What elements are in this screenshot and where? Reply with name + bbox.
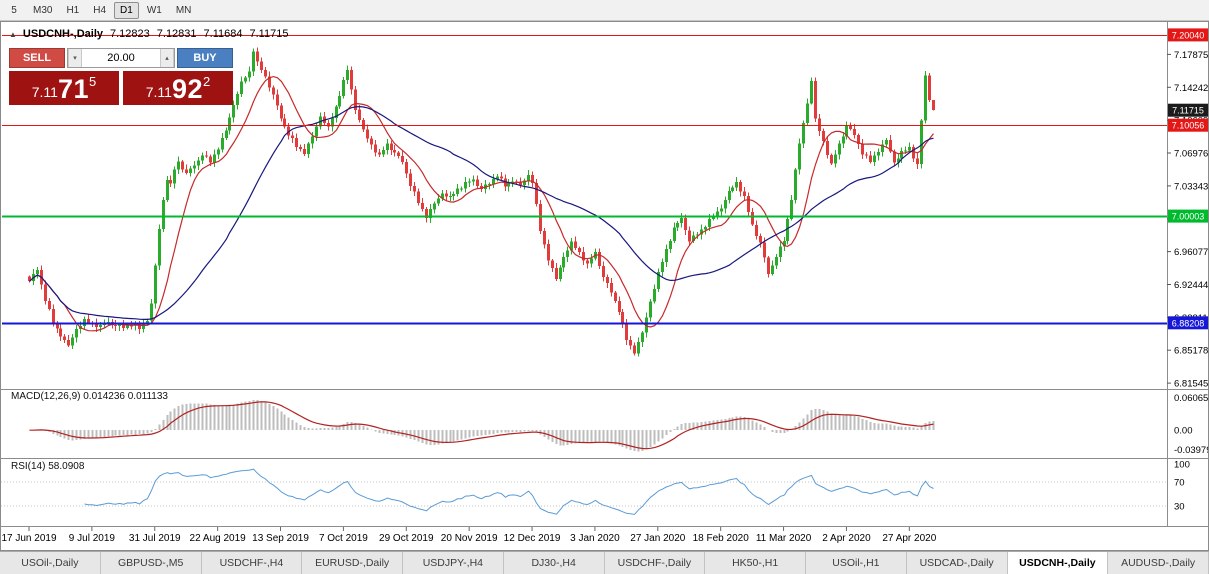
svg-text:18 Feb 2020: 18 Feb 2020 xyxy=(693,533,750,544)
svg-text:13 Sep 2019: 13 Sep 2019 xyxy=(252,533,309,544)
svg-text:6.92444: 6.92444 xyxy=(1174,280,1208,291)
svg-text:0.00: 0.00 xyxy=(1174,426,1193,437)
macd-signal-line xyxy=(29,401,934,450)
timeframe-button-mn[interactable]: MN xyxy=(175,4,192,16)
svg-text:27 Apr 2020: 27 Apr 2020 xyxy=(882,533,936,544)
buy-price-quote: 7.11 92 2 xyxy=(123,71,233,105)
moving-average-34 xyxy=(29,105,934,320)
horizontal-lines[interactable] xyxy=(2,35,1167,325)
hline-price-label: 7.20040 xyxy=(1168,28,1208,42)
svg-text:2 Apr 2020: 2 Apr 2020 xyxy=(822,533,871,544)
chevron-down-icon: ▾ xyxy=(73,55,77,62)
sell-price-pips: 71 xyxy=(57,74,90,104)
price-chart[interactable]: 17 Jun 2019 9 Jul 2019 31 Jul 2019 22 Aug 2… xyxy=(1,22,1208,550)
svg-text:6.81545: 6.81545 xyxy=(1174,379,1208,390)
ohlc-high: 7.12831 xyxy=(156,28,197,40)
tab-usdchf-h4[interactable]: USDCHF-,H4 xyxy=(201,552,303,574)
one-click-collapse-icon[interactable]: ▲ xyxy=(9,29,17,39)
current-price-label: 7.11715 xyxy=(1168,103,1208,117)
tab-usoil-h1[interactable]: USOil-,H1 xyxy=(806,552,907,574)
ohlc-low: 7.11684 xyxy=(203,28,243,40)
rsi-indicator xyxy=(1,468,1167,515)
chevron-up-icon: ▴ xyxy=(165,55,169,62)
svg-text:30: 30 xyxy=(1174,502,1185,513)
tab-gbpusd-m5[interactable]: GBPUSD-,M5 xyxy=(100,552,202,574)
svg-text:20 Nov 2019: 20 Nov 2019 xyxy=(441,533,498,544)
svg-text:6.85178: 6.85178 xyxy=(1174,346,1208,357)
volume-stepper: ▾ ▴ xyxy=(67,48,175,68)
volume-decrease-button[interactable]: ▾ xyxy=(68,49,82,67)
svg-text:7.17875: 7.17875 xyxy=(1174,50,1208,61)
svg-text:7.00003: 7.00003 xyxy=(1172,212,1205,222)
volume-increase-button[interactable]: ▴ xyxy=(160,49,174,67)
tab-usdchf-daily[interactable]: USDCHF-,Daily xyxy=(604,552,706,574)
svg-text:7.11715: 7.11715 xyxy=(1172,106,1204,116)
timeframe-button-m30[interactable]: M30 xyxy=(33,4,53,16)
tab-usdcad-daily[interactable]: USDCAD-,Daily xyxy=(906,552,1008,574)
macd-label: MACD(12,26,9) 0.014236 0.011133 xyxy=(11,391,168,402)
timeframe-button-w1[interactable]: W1 xyxy=(146,4,162,16)
hline-price-label: 6.88208 xyxy=(1168,316,1208,330)
svg-text:-0.039792: -0.039792 xyxy=(1174,445,1208,456)
svg-text:29 Oct 2019: 29 Oct 2019 xyxy=(379,533,434,544)
timeframe-toolbar: 5 M30 H1 H4 D1 W1 MN xyxy=(0,0,1209,21)
sell-price-fraction: 5 xyxy=(89,74,97,89)
buy-price-fraction: 2 xyxy=(203,74,211,89)
svg-text:17 Jun 2019: 17 Jun 2019 xyxy=(1,533,56,544)
tab-usdjpy-h4[interactable]: USDJPY-,H4 xyxy=(403,552,504,574)
svg-text:7.20040: 7.20040 xyxy=(1172,30,1205,40)
volume-input[interactable] xyxy=(82,49,160,67)
tab-audusd-daily[interactable]: AUDUSD-,Daily xyxy=(1108,552,1209,574)
sell-price-main: 7.11 xyxy=(31,84,58,100)
timeframe-button-d1[interactable]: D1 xyxy=(114,1,139,19)
svg-text:11 Mar 2020: 11 Mar 2020 xyxy=(756,533,812,544)
svg-text:6.88208: 6.88208 xyxy=(1172,318,1205,328)
chart-window: 17 Jun 2019 9 Jul 2019 31 Jul 2019 22 Aug 2… xyxy=(0,21,1209,551)
timeframe-button-h4[interactable]: H4 xyxy=(93,4,107,16)
svg-text:100: 100 xyxy=(1174,460,1190,471)
svg-text:0.060654: 0.060654 xyxy=(1174,393,1208,404)
tab-hk50-h1[interactable]: HK50-,H1 xyxy=(705,552,806,574)
tab-eurusd-daily[interactable]: EURUSD-,Daily xyxy=(302,552,403,574)
rsi-line xyxy=(84,468,934,515)
ohlc-open: 7.12823 xyxy=(110,28,150,40)
svg-text:12 Dec 2019: 12 Dec 2019 xyxy=(504,533,561,544)
ohlc-close: 7.11715 xyxy=(249,28,289,40)
tab-dj30-h4[interactable]: DJ30-,H4 xyxy=(503,552,605,574)
svg-text:7.10056: 7.10056 xyxy=(1172,121,1205,131)
svg-text:9 Jul 2019: 9 Jul 2019 xyxy=(69,533,116,544)
buy-button[interactable]: BUY xyxy=(177,48,233,68)
timeframe-button-h1[interactable]: H1 xyxy=(66,4,80,16)
symbol-tabbar: USOil-,Daily GBPUSD-,M5 USDCHF-,H4 EURUSD-,… xyxy=(0,551,1209,574)
svg-text:7.14242: 7.14242 xyxy=(1174,83,1208,94)
date-axis[interactable]: 17 Jun 2019 9 Jul 2019 31 Jul 2019 22 Aug 2… xyxy=(1,527,937,544)
rsi-label: RSI(14) 58.0908 xyxy=(11,461,85,472)
svg-text:22 Aug 2019: 22 Aug 2019 xyxy=(190,533,247,544)
pane-separators[interactable] xyxy=(1,22,1208,527)
hline-price-label: 7.00003 xyxy=(1168,209,1208,223)
svg-text:27 Jan 2020: 27 Jan 2020 xyxy=(630,533,685,544)
tab-usdcnh-daily[interactable]: USDCNH-,Daily xyxy=(1007,552,1109,574)
sell-price-quote: 7.11 71 5 xyxy=(9,71,119,105)
hline-price-label: 7.10056 xyxy=(1168,118,1208,132)
svg-text:7.06976: 7.06976 xyxy=(1174,149,1208,160)
svg-text:70: 70 xyxy=(1174,478,1185,489)
svg-text:6.96077: 6.96077 xyxy=(1174,247,1208,258)
svg-text:7 Oct 2019: 7 Oct 2019 xyxy=(319,533,368,544)
chart-symbol-label: USDCNH-,Daily xyxy=(22,28,103,40)
buy-price-main: 7.11 xyxy=(145,84,172,100)
chart-title: ▲ USDCNH-,Daily 7.12823 7.12831 7.11684 … xyxy=(9,28,288,40)
svg-text:31 Jul 2019: 31 Jul 2019 xyxy=(129,533,181,544)
buy-price-pips: 92 xyxy=(171,74,204,104)
svg-text:3 Jan 2020: 3 Jan 2020 xyxy=(570,533,620,544)
svg-text:7.03343: 7.03343 xyxy=(1174,181,1208,192)
moving-average-10 xyxy=(29,75,934,332)
sell-button[interactable]: SELL xyxy=(9,48,65,68)
macd-indicator xyxy=(32,400,935,452)
timeframe-button-5[interactable]: 5 xyxy=(11,4,17,16)
tab-usoil-daily[interactable]: USOil-,Daily xyxy=(0,552,101,574)
